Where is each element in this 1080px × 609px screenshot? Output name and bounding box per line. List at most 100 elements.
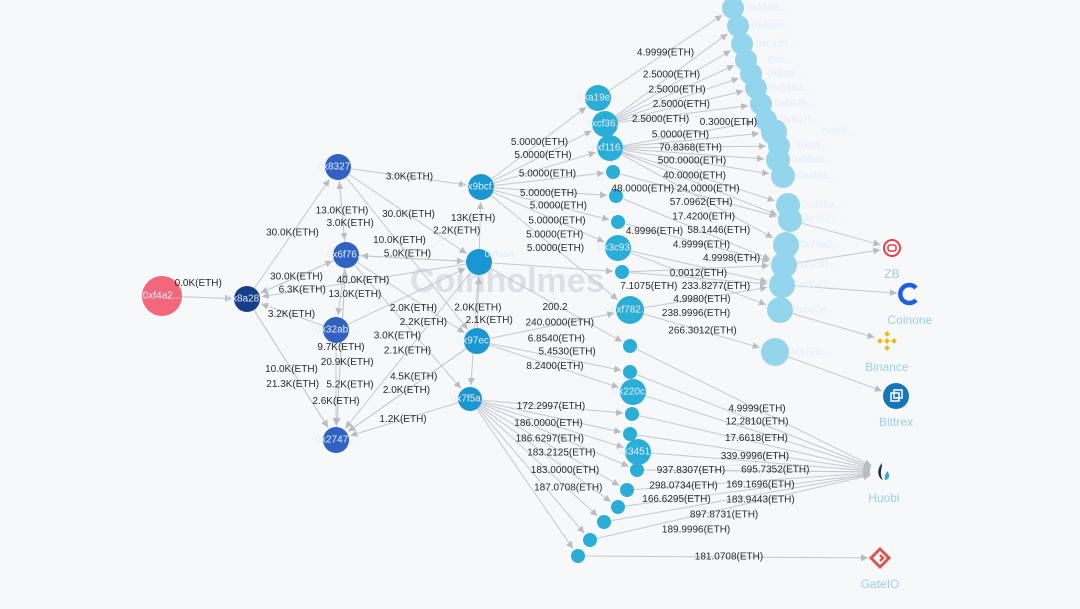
address-node[interactable] [630,463,644,477]
edge-d9-e19[interactable] [643,313,760,349]
address-node[interactable] [625,439,651,465]
edge-d2-e3[interactable] [615,50,732,118]
edge-c4-d18[interactable] [479,405,612,503]
edge-d7-e17[interactable] [630,250,768,284]
address-node[interactable] [468,174,494,200]
address-node[interactable] [771,252,797,278]
address-node[interactable] [592,111,618,137]
address-node[interactable] [597,515,611,529]
edge-c1-d2[interactable] [492,130,592,182]
address-node[interactable] [769,272,795,298]
exchange-node-bittrex[interactable] [883,383,909,409]
address-node[interactable] [323,427,349,453]
edge-d7-e18[interactable] [629,252,767,306]
edge-d13-huobi[interactable] [638,415,871,471]
edge-d3-e13[interactable] [622,151,775,202]
address-node[interactable] [606,165,620,179]
edge-c3-d11[interactable] [489,343,622,373]
edge-d5-e16[interactable] [622,198,771,260]
edge-c1-d7[interactable] [492,191,605,243]
edge-c1-d5[interactable] [493,187,608,199]
edge-d3-e12[interactable] [622,149,770,177]
edge-b3-c2[interactable] [347,267,466,325]
exchange-node-coinone[interactable] [898,282,918,306]
edge-e16-zb[interactable] [796,247,881,264]
address-node[interactable] [767,297,793,323]
edge-b2-b1[interactable] [336,181,346,243]
address-node[interactable] [623,365,637,379]
address-node[interactable] [611,215,625,229]
edge-e18-binance[interactable] [792,313,875,339]
edge-c3-d9[interactable] [489,311,615,339]
exchange-node-zb[interactable] [883,239,901,257]
address-node[interactable] [620,483,634,497]
exchange-node-gateio[interactable] [868,546,892,570]
address-node[interactable] [142,276,182,316]
edge-a-b4[interactable] [253,309,329,428]
address-node[interactable] [615,265,629,279]
edge-s-a[interactable] [181,294,233,302]
address-node[interactable] [623,427,637,441]
edge-c4-d16[interactable] [480,403,629,467]
edge-c3-d12[interactable] [489,344,619,389]
edge-d14-huobi[interactable] [636,434,871,473]
edge-c4-d14[interactable] [481,401,622,434]
address-node[interactable] [771,164,795,188]
edge-c1-d6[interactable] [493,189,610,222]
address-node[interactable] [727,15,749,37]
edge-c2-b4[interactable] [345,271,472,429]
address-node[interactable] [722,0,744,19]
address-node[interactable] [597,135,623,161]
edge-c4-b4[interactable] [350,402,459,437]
edge-b2-b4[interactable] [333,267,346,426]
address-node[interactable] [464,328,490,354]
edge-d16-huobi[interactable] [643,468,871,476]
address-node[interactable] [611,500,625,514]
address-node[interactable] [625,407,639,421]
address-node[interactable] [605,235,631,261]
address-node[interactable] [333,242,359,268]
edge-c4-d19[interactable] [478,406,598,517]
edge-b1-c3[interactable] [345,176,469,330]
edge-e19-bittrex[interactable] [787,356,883,392]
address-node[interactable] [585,85,611,111]
edge-c2-c1[interactable] [476,201,484,250]
edge-b2-c3[interactable] [356,261,465,334]
address-node[interactable] [620,379,646,405]
address-node[interactable] [609,189,623,203]
address-node[interactable] [325,154,351,180]
edge-d4-e14[interactable] [619,173,777,218]
address-node[interactable] [761,338,789,366]
edge-b3-a[interactable] [261,302,324,327]
edge-d3-e8[interactable] [622,120,754,147]
edge-d10-huobi[interactable] [636,348,872,467]
edge-c2-d8[interactable] [491,262,614,275]
edge-d2-e2[interactable] [615,33,728,117]
edge-d2-e4[interactable] [616,64,735,120]
edge-a-b1[interactable] [253,179,330,289]
edge-d1-e1[interactable] [608,14,723,92]
edge-c4-d21[interactable] [476,408,574,549]
exchange-node-binance[interactable] [877,331,897,351]
edge-e14-zb[interactable] [801,222,881,247]
edge-d15-huobi[interactable] [650,452,871,474]
edge-c4-d17[interactable] [480,404,620,486]
address-node[interactable] [623,339,637,353]
edge-c4-d20[interactable] [477,407,585,534]
edge-c2-a[interactable] [261,263,467,299]
address-node[interactable] [571,549,585,563]
edge-d12-huobi[interactable] [645,395,871,469]
edge-d8-e16[interactable] [628,262,770,273]
address-node[interactable] [458,387,482,411]
address-node[interactable] [234,286,260,312]
edge-c3-c2[interactable] [474,276,482,329]
edge-c1-d9[interactable] [490,194,618,301]
edge-b1-c2[interactable] [348,173,467,255]
edge-d18-huobi[interactable] [624,471,871,507]
edge-d3-e9[interactable] [622,130,760,148]
edge-c1-d3[interactable] [493,151,596,184]
address-node[interactable] [778,208,802,232]
edge-d9-e17[interactable] [643,285,768,309]
edge-e17-coinone[interactable] [794,285,898,297]
